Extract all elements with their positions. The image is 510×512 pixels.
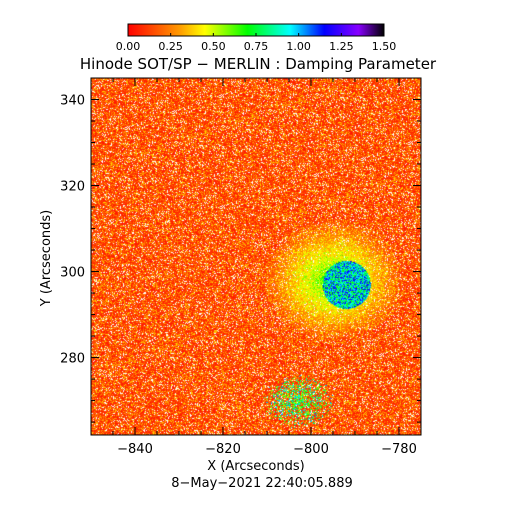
colorbar-tick-label: 0.00 [116,40,141,53]
x-axis-ticks: −840 −820 −800 −780 [90,78,422,457]
colorbar: 0.00 0.25 0.50 0.75 1.00 1.25 1.50 [116,23,397,53]
colorbar-tick-label: 0.75 [244,40,269,53]
timestamp: 8−May−2021 22:40:05.889 [171,476,352,491]
plot-area: −840 −820 −800 −780 280 300 320 340 [60,77,422,457]
x-tick-label: −840 [117,442,153,457]
colorbar-ticks: 0.00 0.25 0.50 0.75 1.00 1.25 1.50 [116,33,397,53]
y-tick-label: 280 [60,352,85,367]
colorbar-tick-label: 1.50 [372,40,397,53]
colorbar-tick-label: 1.25 [329,40,354,53]
x-tick-label: −780 [381,442,417,457]
y-axis-label: Y (Arcseconds) [39,210,54,307]
y-tick-label: 300 [60,266,85,281]
chart-title: Hinode SOT/SP − MERLIN : Damping Paramet… [80,55,437,73]
plot-frame [90,77,422,436]
y-axis-ticks: 280 300 320 340 [60,77,421,423]
y-tick-label: 340 [60,94,85,109]
y-tick-label: 320 [60,180,85,195]
x-axis-label: X (Arcseconds) [207,459,304,474]
x-tick-label: −800 [293,442,329,457]
heatmap-image [91,78,421,435]
colorbar-tick-label: 0.25 [158,40,183,53]
colorbar-tick-label: 0.50 [201,40,226,53]
x-tick-label: −820 [205,442,241,457]
colorbar-tick-label: 1.00 [286,40,311,53]
